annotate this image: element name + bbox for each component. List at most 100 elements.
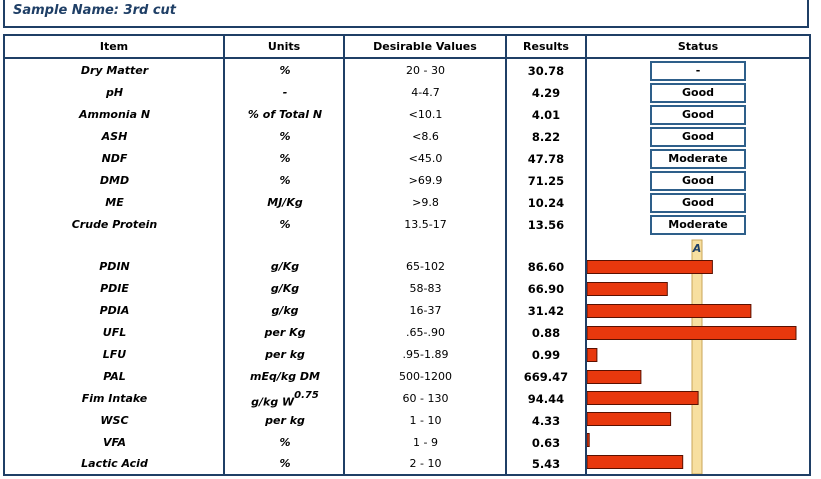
row-item: UFL (102, 326, 127, 339)
sample-name-title: Sample Name: 3rd cut (13, 3, 176, 18)
row-result: 4.29 (531, 86, 561, 100)
row-units: % (279, 218, 291, 231)
bar-pal (587, 370, 642, 384)
status-badge: Moderate (650, 149, 746, 169)
row-item: PDIA (99, 304, 130, 317)
row-units: % (279, 64, 291, 77)
bar-ufl (587, 326, 797, 340)
bar-vfa (587, 433, 590, 447)
row-result: 669.47 (523, 370, 569, 384)
row-item: pH (105, 86, 124, 99)
row-result: 5.43 (531, 457, 561, 471)
row-item: ASH (101, 130, 128, 143)
row-desirable-value: .65-.90 (406, 326, 445, 339)
results-bar-chart: A (587, 239, 797, 474)
row-item: Ammonia N (78, 108, 151, 121)
row-item: Crude Protein (71, 218, 158, 231)
row-result: 13.56 (527, 218, 565, 232)
row-desirable-value: 1 - 9 (413, 436, 438, 449)
header-results: Results (523, 40, 569, 53)
row-units: % (279, 174, 291, 187)
row-units: g/Kg (270, 282, 300, 295)
row-units-exponent: 0.75 (294, 390, 319, 401)
status-badge: Moderate (650, 215, 746, 235)
row-item: Lactic Acid (81, 457, 148, 470)
row-units: % (279, 436, 291, 449)
row-item: Dry Matter (80, 64, 149, 77)
row-result: 47.78 (527, 152, 565, 166)
row-item: WSC (100, 414, 129, 427)
header-divider (3, 57, 811, 59)
row-desirable-value: 2 - 10 (409, 457, 442, 470)
row-result: 71.25 (527, 174, 565, 188)
results-table (3, 34, 811, 476)
row-item: NDF (101, 152, 128, 165)
header-units: Units (267, 40, 301, 53)
row-units: per kg (265, 348, 305, 361)
bar-lfu (587, 348, 598, 362)
row-result: 4.33 (531, 414, 561, 428)
column-divider (505, 34, 507, 476)
row-units: % (279, 152, 291, 165)
row-item: Fim Intake (81, 392, 148, 405)
status-badge: Good (650, 127, 746, 147)
row-result: 0.63 (531, 436, 561, 450)
row-units: % (279, 457, 291, 470)
column-divider (343, 34, 345, 476)
row-result: 8.22 (531, 130, 561, 144)
row-result: 86.60 (527, 260, 565, 274)
sample-name-box: Sample Name: 3rd cut (3, 0, 809, 28)
row-units: - (282, 86, 288, 99)
status-badge: - (650, 61, 746, 81)
row-desirable-value: <8.6 (412, 130, 439, 143)
row-units: MJ/Kg (267, 196, 303, 209)
status-badge: Good (650, 105, 746, 125)
row-desirable-value: 60 - 130 (402, 392, 449, 405)
row-desirable-value: >69.9 (408, 174, 443, 187)
row-desirable-value: 500-1200 (399, 370, 452, 383)
row-desirable-value: 13.5-17 (404, 218, 447, 231)
reference-band (691, 239, 703, 474)
bar-lactic-acid (587, 455, 684, 469)
row-desirable-value: 58-83 (409, 282, 442, 295)
row-desirable-value: 16-37 (409, 304, 442, 317)
status-badge: Good (650, 83, 746, 103)
row-result: 4.01 (531, 108, 561, 122)
row-desirable-value: <10.1 (408, 108, 443, 121)
row-result: 10.24 (527, 196, 565, 210)
row-desirable-value: <45.0 (408, 152, 443, 165)
row-units-base: g/kg W (251, 395, 295, 409)
row-units: % (279, 130, 291, 143)
row-result: 31.42 (527, 304, 565, 318)
row-item: DMD (99, 174, 130, 187)
row-item: ME (105, 196, 124, 209)
row-item: PAL (103, 370, 126, 383)
row-units: g/kg W0.75 (226, 390, 344, 409)
row-result: 0.99 (531, 348, 561, 362)
row-units: per Kg (264, 326, 306, 339)
row-desirable-value: >9.8 (412, 196, 439, 209)
row-result: 30.78 (527, 64, 565, 78)
status-badge: Good (650, 171, 746, 191)
reference-label: A (692, 242, 702, 255)
row-desirable-value: 4-4.7 (411, 86, 440, 99)
bar-wsc (587, 412, 672, 426)
row-result: 94.44 (527, 392, 565, 406)
column-divider (223, 34, 225, 476)
row-result: 0.88 (531, 326, 561, 340)
header-item: Item (99, 40, 129, 53)
bar-pdie (587, 282, 668, 296)
bar-fim-intake (587, 391, 699, 405)
row-units: % of Total N (247, 108, 323, 121)
column-divider (585, 34, 587, 476)
row-units: per kg (265, 414, 305, 427)
row-desirable-value: 1 - 10 (409, 414, 442, 427)
row-result: 66.90 (527, 282, 565, 296)
row-item: VFA (102, 436, 127, 449)
row-desirable-value: 20 - 30 (406, 64, 445, 77)
row-desirable-value: .95-1.89 (402, 348, 449, 361)
row-desirable-value: 65-102 (406, 260, 445, 273)
bar-pdia (587, 304, 752, 318)
bar-pdin (587, 260, 713, 274)
status-badge: Good (650, 193, 746, 213)
